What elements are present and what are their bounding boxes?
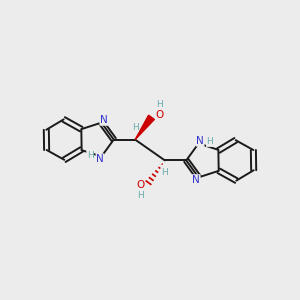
Polygon shape bbox=[135, 115, 154, 140]
Text: N: N bbox=[192, 175, 200, 185]
Text: O: O bbox=[136, 180, 144, 190]
Text: H: H bbox=[161, 168, 168, 177]
Text: H: H bbox=[156, 100, 163, 109]
Text: N: N bbox=[100, 115, 108, 125]
Text: N: N bbox=[96, 154, 104, 164]
Text: H: H bbox=[87, 151, 94, 160]
Text: O: O bbox=[156, 110, 164, 120]
Text: H: H bbox=[132, 123, 139, 132]
Text: N: N bbox=[196, 136, 204, 146]
Text: H: H bbox=[206, 137, 213, 146]
Text: H: H bbox=[137, 191, 144, 200]
